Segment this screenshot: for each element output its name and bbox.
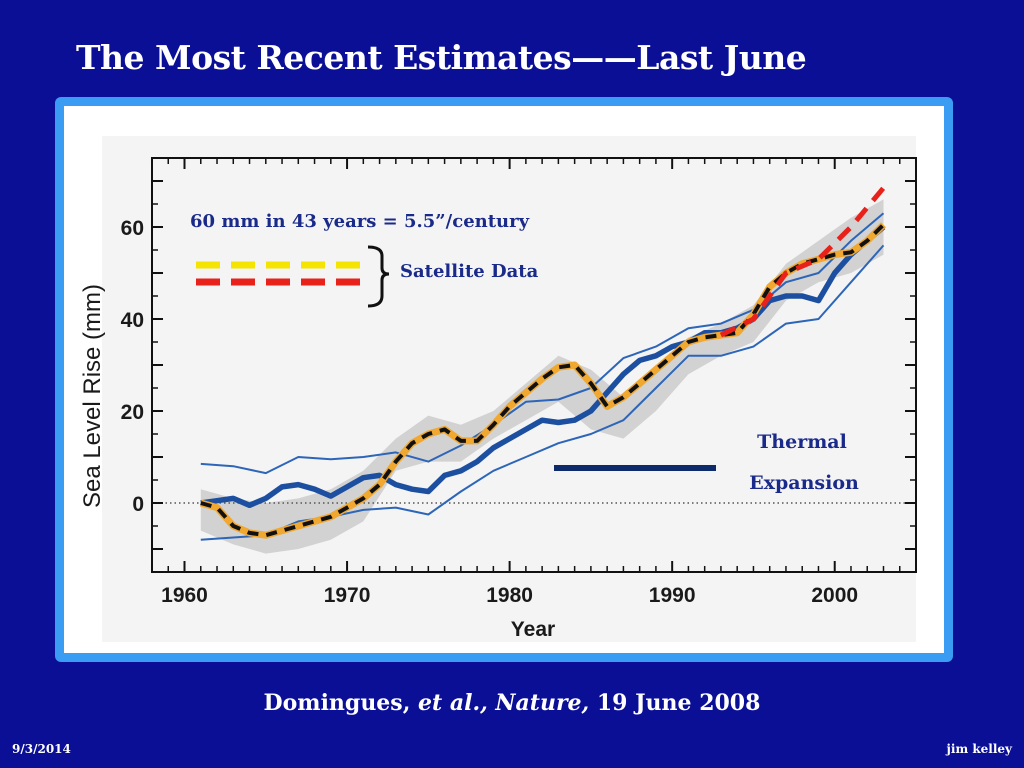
x-tick-label: 2000 <box>811 584 858 607</box>
y-tick-label: 20 <box>121 401 144 424</box>
satellite-legend-label: Satellite Data <box>400 261 539 282</box>
y-tick-label: 0 <box>132 493 144 516</box>
x-tick-label: 1990 <box>649 584 696 607</box>
footer-date: 9/3/2014 <box>12 742 71 756</box>
x-tick-label: 1980 <box>486 584 533 607</box>
sea-level-chart: 1960 1970 1980 1990 2000 0 20 40 60 Sea Level Ri… <box>79 136 917 642</box>
citation-author: Domingues, <box>263 690 419 716</box>
thermal-legend-label-line1: Thermal <box>757 431 847 453</box>
plot-area-background <box>102 136 916 642</box>
citation-journal: et al., Nature, <box>418 690 590 716</box>
series-line-thermal-0-0 <box>200 224 886 509</box>
series-line-tide-0-0 <box>199 222 886 539</box>
y-tick-label: 60 <box>121 217 144 240</box>
footer-author: jim kelley <box>946 742 1012 756</box>
legend-brace <box>367 245 390 308</box>
slide-title: The Most Recent Estimates——Last June <box>76 38 807 77</box>
citation: Domingues, et al., Nature, 19 June 2008 <box>0 690 1024 716</box>
x-tick-label: 1960 <box>161 584 208 607</box>
x-tick-label: 1970 <box>324 584 371 607</box>
y-tick-label: 40 <box>121 309 144 332</box>
y-axis-label: Sea Level Rise (mm) <box>79 284 106 508</box>
thermal-legend-label-line2: Expansion <box>749 472 859 494</box>
series-line-satellite-0-0 <box>719 186 886 338</box>
rate-annotation: 60 mm in 43 years = 5.5”/century <box>190 211 530 232</box>
thermal-legend: Thermal Expansion <box>554 431 859 494</box>
satellite-legend: Satellite Data <box>196 245 539 308</box>
citation-date: 19 June 2008 <box>589 690 761 716</box>
x-axis-label: Year <box>511 618 555 641</box>
